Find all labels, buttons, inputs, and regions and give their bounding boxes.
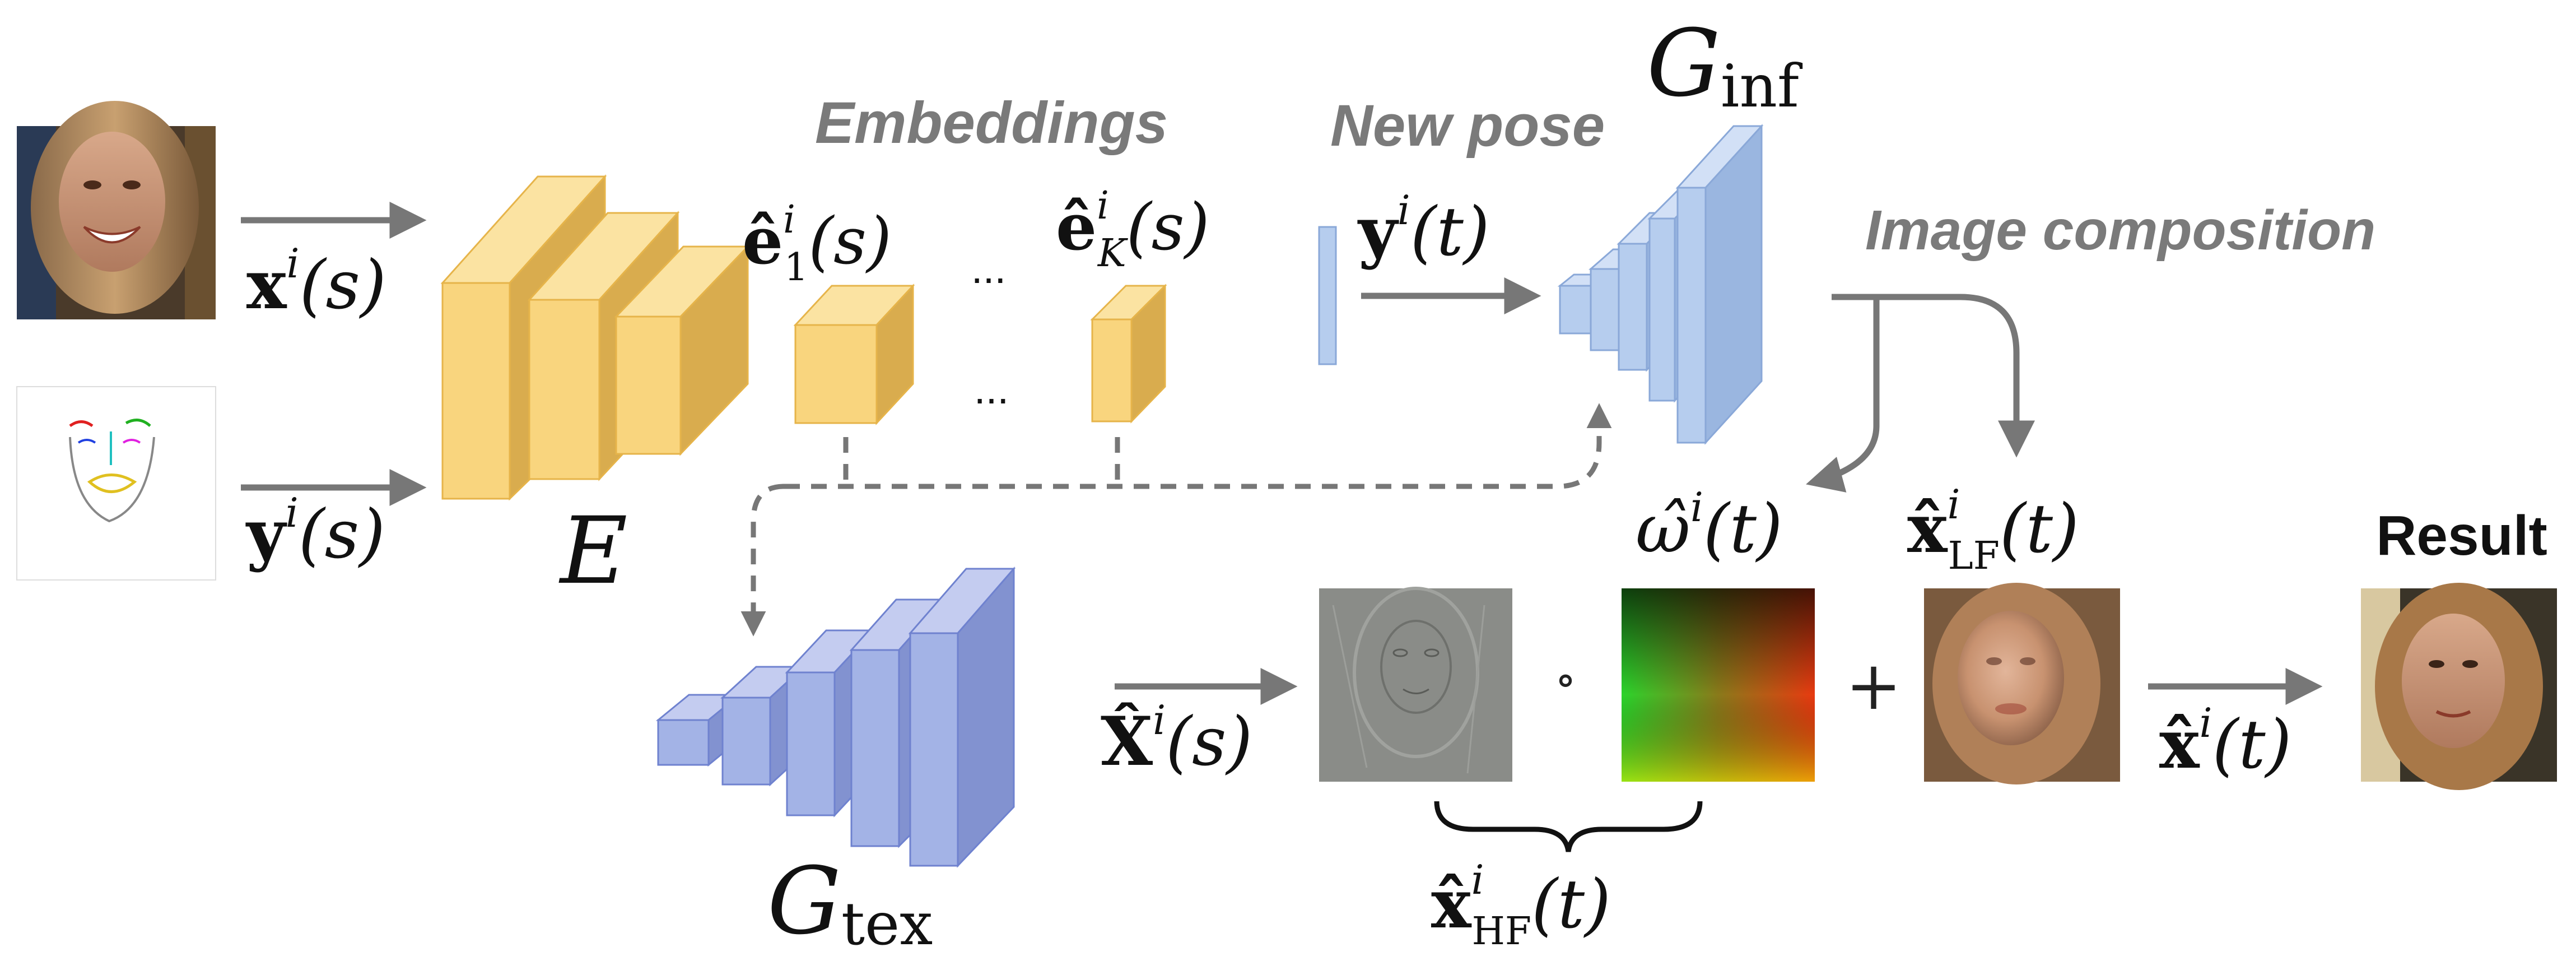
- embedding-1-label: êi 1(s): [742, 198, 892, 290]
- embedding-cube-1: [793, 284, 915, 425]
- x-s-label: xi(s): [246, 240, 386, 324]
- embedding-cube-K: [1090, 284, 1167, 424]
- new-pose-label: New pose: [1330, 93, 1605, 159]
- plus-operator: +: [1846, 647, 1902, 725]
- x-hf-label: x̂i HF(t): [1431, 856, 1611, 954]
- new-pose-bar: [1318, 226, 1337, 365]
- hf-texture-icon: [1319, 587, 1512, 782]
- landmark-sketch-icon: [16, 386, 216, 581]
- result-photo-icon: [2361, 583, 2557, 790]
- composition-arrow-lf: [1832, 294, 2035, 458]
- encoder-label: E: [558, 497, 627, 605]
- image-composition-label: Image composition: [1865, 199, 2375, 262]
- ellipsis-bottom: ...: [974, 365, 1009, 412]
- embeddings-label: Embeddings: [815, 90, 1168, 156]
- encoder-block: [440, 174, 750, 501]
- g-tex-label: Gtex: [767, 847, 933, 958]
- y-t-label: yi(t): [1357, 187, 1490, 271]
- source-photo-icon: [17, 101, 216, 319]
- g-inf-block: [1557, 124, 1764, 445]
- x-t-label: x̂i(t): [2159, 699, 2291, 784]
- embedding-K-label: êi K(s): [1056, 184, 1209, 276]
- warp-field-icon: [1622, 588, 1815, 782]
- omega-t-label: ω̂i(t): [1636, 484, 1783, 568]
- ellipsis-top: ...: [971, 245, 1007, 292]
- composition-arrow-omega: [1806, 297, 1880, 493]
- y-s-label: yi(s): [245, 489, 385, 574]
- hadamard-operator: ∘: [1554, 653, 1576, 705]
- result-label: Result: [2376, 504, 2547, 567]
- g-inf-label: Ginf: [1647, 10, 1803, 120]
- x-lf-label: x̂i LF(t): [1907, 481, 2079, 578]
- lf-photo-icon: [1924, 583, 2120, 784]
- texture-X-label: X̂i(s): [1101, 697, 1252, 781]
- embedding-dashed-links: [740, 403, 1612, 637]
- hf-brace: [1434, 801, 1703, 852]
- g-tex-block: [655, 566, 1016, 868]
